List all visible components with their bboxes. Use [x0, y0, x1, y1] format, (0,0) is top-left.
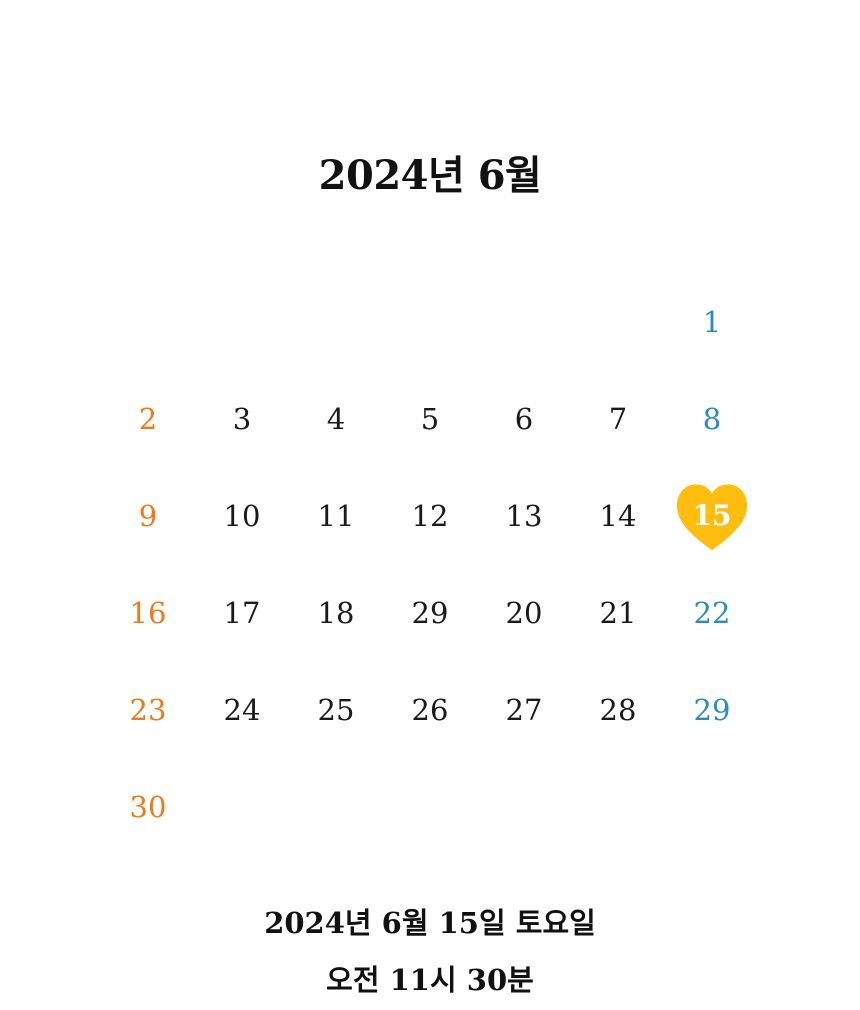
day-number: 11 — [317, 498, 355, 533]
day-number: 2 — [138, 401, 158, 436]
day-number: 29 — [411, 595, 449, 630]
day-cell[interactable]: 16 — [101, 564, 195, 661]
day-cell[interactable]: 21 — [571, 564, 665, 661]
day-number: 23 — [129, 692, 167, 727]
day-cell[interactable]: 10 — [195, 467, 289, 564]
day-number: 5 — [420, 401, 440, 436]
day-number: 10 — [223, 498, 261, 533]
day-cell[interactable]: 22 — [665, 564, 759, 661]
day-number: 17 — [223, 595, 261, 630]
day-cell[interactable]: 29 — [665, 661, 759, 758]
day-number: 16 — [129, 595, 167, 630]
day-number: 12 — [411, 498, 449, 533]
day-number: 27 — [505, 692, 543, 727]
day-number: 4 — [326, 401, 346, 436]
day-cell[interactable]: 8 — [665, 370, 759, 467]
day-cell[interactable]: 26 — [383, 661, 477, 758]
empty-day-cell — [477, 273, 571, 370]
day-cell[interactable]: 25 — [289, 661, 383, 758]
day-cell[interactable]: 2 — [101, 370, 195, 467]
day-cell[interactable]: 6 — [477, 370, 571, 467]
day-number: 7 — [608, 401, 628, 436]
empty-day-cell — [571, 273, 665, 370]
day-cell[interactable]: 9 — [101, 467, 195, 564]
day-cell[interactable]: 24 — [195, 661, 289, 758]
day-number: 28 — [599, 692, 637, 727]
day-number: 3 — [232, 401, 252, 436]
day-cell[interactable]: 30 — [101, 758, 195, 855]
day-cell[interactable]: 29 — [383, 564, 477, 661]
heart-icon — [676, 483, 748, 550]
calendar-title: 2024년 6월 — [318, 152, 542, 199]
day-cell[interactable]: 11 — [289, 467, 383, 564]
day-number: 1 — [702, 304, 722, 339]
day-cell[interactable]: 28 — [571, 661, 665, 758]
day-cell[interactable]: 20 — [477, 564, 571, 661]
day-number: 20 — [505, 595, 543, 630]
day-cell[interactable]: 18 — [289, 564, 383, 661]
day-cell[interactable]: 13 — [477, 467, 571, 564]
day-number: 22 — [693, 595, 731, 630]
day-number: 26 — [411, 692, 449, 727]
day-number: 13 — [505, 498, 543, 533]
day-number: 25 — [317, 692, 355, 727]
selected-day-cell[interactable]: 15 — [665, 467, 759, 564]
day-number: 15 — [692, 499, 732, 532]
day-cell[interactable]: 23 — [101, 661, 195, 758]
day-number: 14 — [599, 498, 637, 533]
day-cell[interactable]: 3 — [195, 370, 289, 467]
day-cell[interactable]: 1 — [665, 273, 759, 370]
day-cell[interactable]: 27 — [477, 661, 571, 758]
calendar-day-grid: 1 2 3 4 5 6 7 8 9 10 11 12 13 14 15 16 17 18 29 20 21 22 23 24 2… — [101, 273, 759, 855]
day-number: 6 — [514, 401, 534, 436]
day-cell[interactable]: 5 — [383, 370, 477, 467]
day-number: 29 — [693, 692, 731, 727]
day-cell[interactable]: 7 — [571, 370, 665, 467]
day-cell[interactable]: 14 — [571, 467, 665, 564]
day-number: 24 — [223, 692, 261, 727]
day-number: 9 — [138, 498, 158, 533]
day-cell[interactable]: 17 — [195, 564, 289, 661]
day-cell[interactable]: 12 — [383, 467, 477, 564]
empty-day-cell — [383, 273, 477, 370]
selected-date-label: 2024년 6월 15일 토요일 — [264, 906, 596, 940]
empty-day-cell — [101, 273, 195, 370]
empty-day-cell — [195, 273, 289, 370]
empty-day-cell — [289, 273, 383, 370]
day-number: 18 — [317, 595, 355, 630]
day-number: 8 — [702, 401, 722, 436]
selected-time-label: 오전 11시 30분 — [326, 963, 534, 997]
day-number: 21 — [599, 595, 637, 630]
day-number: 30 — [129, 789, 167, 824]
day-cell[interactable]: 4 — [289, 370, 383, 467]
